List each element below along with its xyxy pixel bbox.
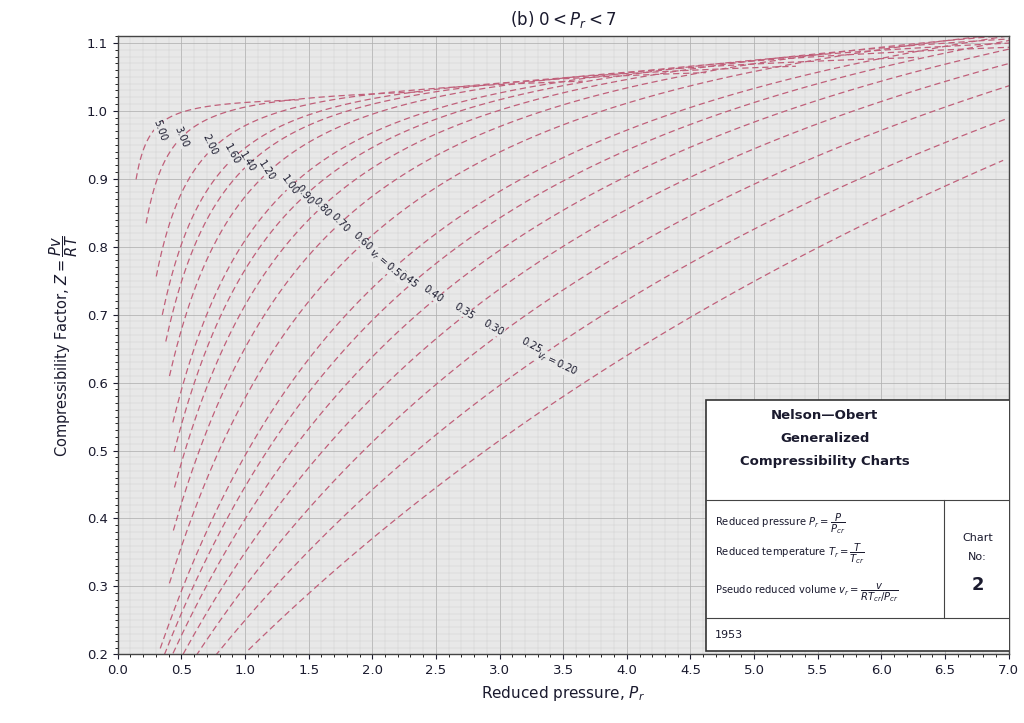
Text: 0.70: 0.70	[329, 212, 352, 234]
Text: Chart: Chart	[963, 533, 993, 543]
Text: 0.30: 0.30	[481, 318, 505, 338]
Text: $v_r = 0.50$: $v_r = 0.50$	[366, 245, 410, 285]
Text: Nelson—Obert: Nelson—Obert	[771, 409, 879, 422]
Text: 1.40: 1.40	[238, 150, 258, 174]
Text: $v_r = 0.20$: $v_r = 0.20$	[534, 348, 580, 379]
Y-axis label: Compressibility Factor, $Z = \dfrac{Pv}{RT}$: Compressibility Factor, $Z = \dfrac{Pv}{…	[47, 234, 80, 457]
Text: Reduced pressure $P_r = \dfrac{P}{P_{cr}}$: Reduced pressure $P_r = \dfrac{P}{P_{cr}…	[715, 511, 845, 536]
Text: 2: 2	[972, 576, 984, 594]
Text: 1.00: 1.00	[279, 173, 300, 197]
Title: (b) $0 < P_r < 7$: (b) $0 < P_r < 7$	[510, 9, 616, 30]
Text: 1953: 1953	[715, 630, 742, 640]
Text: 0.90: 0.90	[294, 184, 315, 207]
Text: Reduced temperature $T_r = \dfrac{T}{T_{cr}}$: Reduced temperature $T_r = \dfrac{T}{T_{…	[715, 541, 864, 565]
Text: 1.20: 1.20	[256, 158, 276, 183]
Text: Compressibility Charts: Compressibility Charts	[740, 455, 909, 468]
FancyBboxPatch shape	[706, 400, 1011, 651]
Text: 0.45: 0.45	[396, 268, 420, 290]
Text: 0.60: 0.60	[350, 230, 374, 252]
Text: Generalized: Generalized	[780, 432, 869, 445]
Text: 0.25: 0.25	[519, 335, 544, 355]
Text: No:: No:	[969, 552, 987, 562]
Text: 1.60: 1.60	[222, 142, 242, 166]
Text: 5.00: 5.00	[152, 118, 168, 142]
Text: 0.40: 0.40	[422, 283, 445, 305]
Text: Pseudo reduced volume $v_r = \dfrac{v}{RT_{cr}/P_{cr}}$: Pseudo reduced volume $v_r = \dfrac{v}{R…	[715, 581, 898, 604]
Text: 3.00: 3.00	[172, 124, 190, 149]
Text: 0.35: 0.35	[452, 301, 476, 322]
X-axis label: Reduced pressure, $P_r$: Reduced pressure, $P_r$	[481, 684, 645, 703]
Text: 2.00: 2.00	[200, 133, 219, 157]
Text: 0.80: 0.80	[310, 196, 333, 219]
